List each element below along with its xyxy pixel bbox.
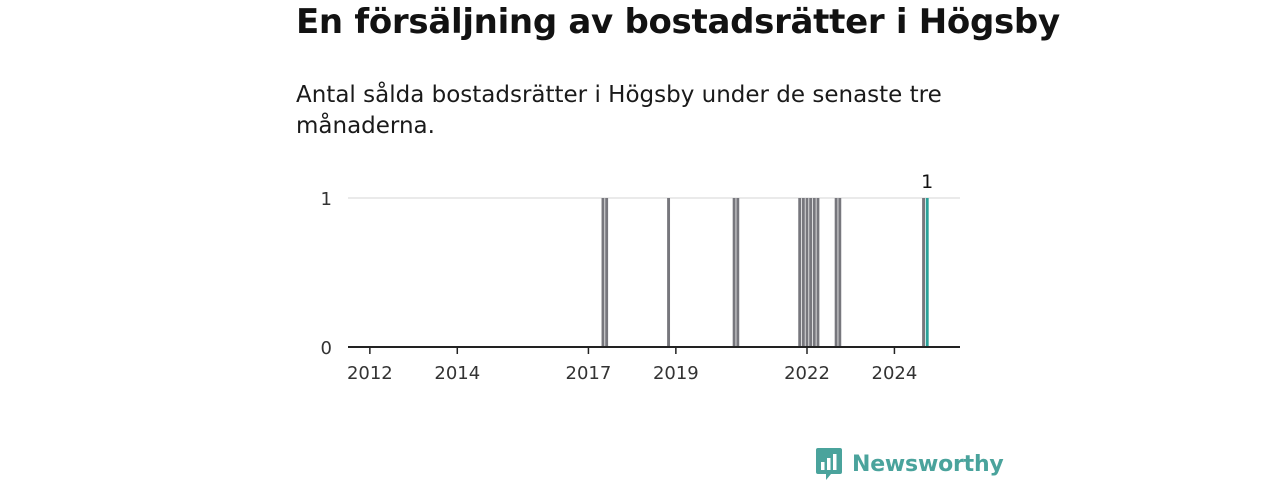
highlighted-bar (925, 198, 929, 347)
bar (801, 198, 805, 347)
bar (736, 198, 740, 347)
x-tick-label: 2024 (872, 363, 918, 384)
bar (922, 198, 926, 347)
y-tick-label: 1 (321, 189, 332, 210)
y-tick-label: 0 (321, 338, 332, 359)
x-tick-label: 2017 (566, 363, 612, 384)
brand-name: Newsworthy (852, 451, 1004, 477)
bar (605, 198, 609, 347)
bar (809, 198, 813, 347)
x-tick-label: 2019 (653, 363, 699, 384)
bar (816, 198, 820, 347)
bar (667, 198, 671, 347)
x-tick-label: 2012 (347, 363, 393, 384)
bar (732, 198, 736, 347)
bar (601, 198, 605, 347)
bar (834, 198, 838, 347)
newsworthy-logo-icon (816, 448, 842, 480)
bar (838, 198, 842, 347)
chart-title: En försäljning av bostadsrätter i Högsby (296, 2, 1060, 42)
bar (812, 198, 816, 347)
x-tick-label: 2022 (784, 363, 830, 384)
bar (798, 198, 802, 347)
bar (805, 198, 809, 347)
x-tick-label: 2014 (434, 363, 480, 384)
chart-subtitle: Antal sålda bostadsrätter i Högsby under… (296, 82, 942, 139)
brand-logo: Newsworthy (815, 447, 1004, 481)
bar-chart: 0 1 2012 2014 2017 2019 2022 2024 1 (321, 171, 960, 384)
data-label: 1 (921, 171, 933, 193)
